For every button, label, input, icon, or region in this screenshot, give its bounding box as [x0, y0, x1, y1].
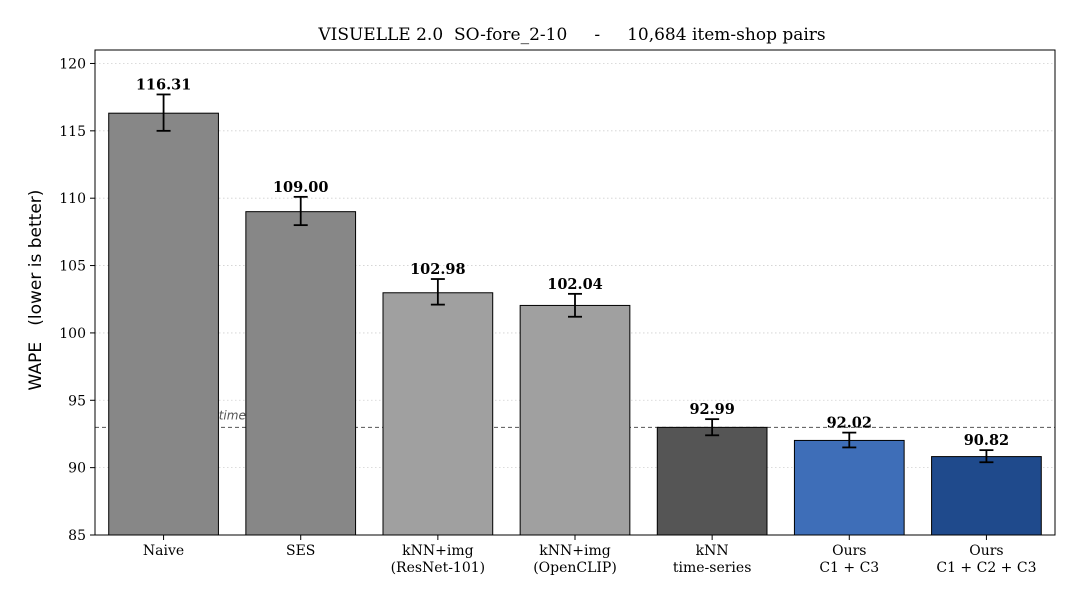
x-tick-label: SES [286, 543, 315, 559]
x-tick-label: Naive [143, 543, 184, 559]
x-tick-label: Ours [969, 543, 1003, 559]
bar [108, 112, 219, 536]
y-tick-label: 100 [59, 326, 86, 342]
value-label: 92.99 [689, 401, 734, 418]
bar [656, 426, 768, 536]
x-tick-label: kNN+img [539, 543, 610, 559]
y-tick-label: 105 [59, 259, 86, 275]
y-tick-label: 110 [59, 191, 86, 207]
value-label: 92.02 [827, 415, 872, 432]
chart-title: VISUELLE 2.0 SO-fore_2-10 - 10,684 item-… [317, 25, 825, 45]
value-label: 109.00 [273, 179, 329, 196]
x-tick-label: kNN+img [402, 543, 473, 559]
x-tick-label: kNN [696, 543, 729, 559]
x-tick-label: Ours [832, 543, 866, 559]
x-tick-label: (ResNet-101) [391, 560, 486, 576]
value-labels: 116.31 109.00 102.98 102.04 92.99 92.02 90.82 [136, 76, 1009, 449]
y-tick-label: 95 [68, 393, 86, 409]
value-label: 90.82 [964, 432, 1009, 449]
plot-frame [94, 49, 1056, 536]
x-tick-label: (OpenCLIP) [533, 560, 617, 576]
y-tick-label: 115 [59, 124, 86, 140]
value-label: 116.31 [136, 76, 192, 93]
y-tick-label: 90 [68, 461, 86, 477]
x-tick-label: C1 + C3 [819, 560, 879, 576]
error-bars [156, 93, 994, 464]
x-tick-label: time-series [673, 560, 752, 576]
bar [382, 292, 494, 536]
bar [245, 211, 357, 536]
x-tick-label: C1 + C2 + C3 [936, 560, 1036, 576]
bar [519, 304, 631, 536]
value-label: 102.98 [410, 261, 466, 278]
value-label: 102.04 [547, 276, 603, 293]
y-tick-label: 120 [59, 56, 86, 72]
y-axis: 85 90 95 100 105 110 115 120 [59, 56, 95, 544]
bar [931, 456, 1042, 536]
y-tick-label: 85 [68, 528, 86, 544]
bar [793, 439, 905, 536]
x-axis: Naive SES kNN+img(ResNet-101)kNN+img(OpenC… [143, 535, 1036, 576]
y-axis-label: WAPE (lower is better) [26, 190, 46, 391]
bars [108, 112, 1042, 536]
